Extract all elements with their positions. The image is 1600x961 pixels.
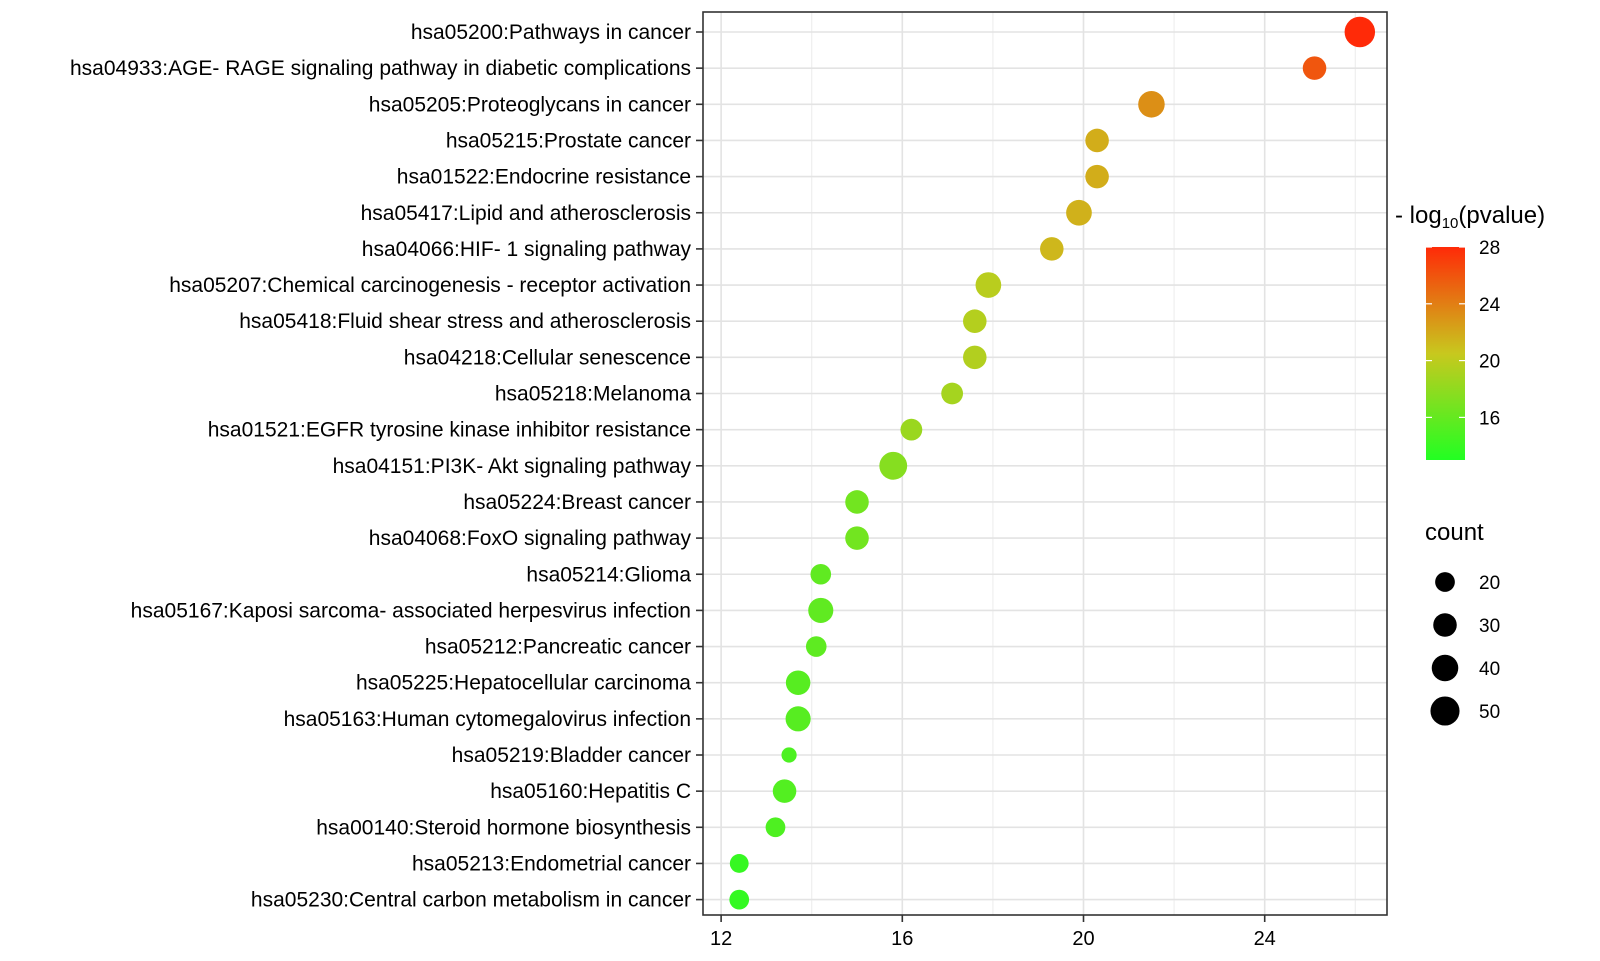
- data-point: [1066, 199, 1092, 226]
- y-tick-label: hsa05417:Lipid and atherosclerosis: [361, 202, 691, 225]
- size-legend-point: [1431, 654, 1459, 682]
- x-tick-label: 16: [891, 928, 913, 950]
- y-tick-label: hsa05200:Pathways in cancer: [411, 21, 691, 44]
- y-tick-label: hsa05219:Bladder cancer: [452, 744, 691, 767]
- data-point: [729, 889, 750, 910]
- x-tick-label: 12: [710, 928, 732, 950]
- y-tick-label: hsa05160:Hepatitis C: [490, 780, 691, 803]
- size-legend-title: count: [1425, 519, 1484, 546]
- plot-panel: [703, 12, 1387, 915]
- color-bar: [1426, 247, 1465, 460]
- data-point: [781, 747, 797, 763]
- data-point: [900, 418, 923, 441]
- y-tick-label: hsa04066:HIF- 1 signaling pathway: [362, 238, 692, 261]
- size-legend-label: 20: [1479, 573, 1500, 594]
- y-tick-label: hsa04068:FoxO signaling pathway: [369, 527, 692, 550]
- y-tick-label: hsa01521:EGFR tyrosine kinase inhibitor …: [208, 419, 691, 442]
- color-bar-tick-label: 24: [1479, 295, 1501, 316]
- y-tick-label: hsa05163:Human cytomegalovirus infection: [284, 708, 691, 731]
- y-tick-label: hsa05212:Pancreatic cancer: [425, 636, 691, 659]
- y-tick-label: hsa05418:Fluid shear stress and atherosc…: [239, 310, 691, 333]
- size-legend-point: [1433, 613, 1457, 637]
- data-point: [785, 706, 811, 732]
- y-axis: hsa05200:Pathways in cancer hsa04933:AGE-…: [70, 21, 703, 912]
- x-tick-label: 24: [1254, 928, 1276, 950]
- data-point: [963, 345, 987, 370]
- data-point: [729, 854, 749, 873]
- data-point: [975, 272, 1002, 298]
- size-legend-label: 30: [1479, 616, 1500, 637]
- y-tick-label: hsa05214:Glioma: [526, 563, 691, 586]
- data-point: [845, 490, 869, 514]
- size-legend: count 20 30 40 50: [1425, 519, 1500, 726]
- y-tick-label: hsa05207:Chemical carcinogenesis - recep…: [169, 274, 691, 297]
- y-tick-label: hsa05215:Prostate cancer: [446, 129, 691, 152]
- data-point: [805, 636, 827, 657]
- y-tick-label: hsa05213:Endometrial cancer: [412, 852, 691, 875]
- x-axis: 12 16 20 24: [710, 915, 1276, 950]
- color-bar-ticks: 28 24 20 16: [1426, 238, 1501, 429]
- size-legend-label: 40: [1479, 659, 1500, 680]
- y-tick-label: hsa05218:Melanoma: [495, 383, 691, 406]
- color-bar-tick-label: 20: [1479, 352, 1500, 373]
- y-tick-label: hsa05167:Kaposi sarcoma- associated herp…: [131, 599, 691, 622]
- color-bar-tick-label: 28: [1479, 238, 1500, 259]
- y-tick-label: hsa05205:Proteoglycans in cancer: [369, 93, 691, 116]
- plot-border: [702, 11, 1388, 916]
- data-point: [879, 451, 908, 480]
- y-tick-label: hsa04218:Cellular senescence: [404, 346, 691, 369]
- color-legend: - log10(pvalue) 28 24 20 16: [1395, 202, 1545, 460]
- data-point: [941, 382, 964, 405]
- data-point: [1344, 16, 1376, 48]
- data-point: [765, 817, 786, 838]
- data-point: [1040, 237, 1064, 261]
- data-point: [772, 779, 797, 803]
- size-legend-point: [1430, 696, 1460, 726]
- data-point: [808, 597, 834, 623]
- y-tick-label: hsa04151:PI3K- Akt signaling pathway: [333, 455, 692, 478]
- data-point: [810, 563, 832, 585]
- y-tick-label: hsa05224:Breast cancer: [463, 491, 691, 514]
- y-tick-label: hsa00140:Steroid hormone biosynthesis: [316, 816, 691, 839]
- data-point: [845, 526, 869, 550]
- data-point: [1085, 164, 1109, 189]
- data-point: [963, 309, 987, 333]
- y-tick-label: hsa01522:Endocrine resistance: [397, 166, 691, 189]
- size-legend-point: [1435, 572, 1455, 592]
- data-point: [1138, 91, 1165, 118]
- data-point: [1085, 128, 1109, 153]
- color-bar-tick-label: 16: [1479, 408, 1500, 429]
- color-legend-title: - log10(pvalue): [1395, 202, 1545, 232]
- size-legend-items: 20 30 40 50: [1430, 572, 1500, 726]
- data-point: [1302, 56, 1327, 80]
- points-layer: [729, 16, 1376, 910]
- y-tick-label: hsa04933:AGE- RAGE signaling pathway in …: [70, 57, 691, 80]
- y-tick-label: hsa05225:Hepatocellular carcinoma: [356, 672, 691, 695]
- y-tick-label: hsa05230:Central carbon metabolism in ca…: [251, 889, 691, 912]
- size-legend-label: 50: [1479, 702, 1500, 723]
- x-tick-label: 20: [1072, 928, 1094, 950]
- data-point: [785, 670, 811, 695]
- grid-layer: [703, 12, 1387, 915]
